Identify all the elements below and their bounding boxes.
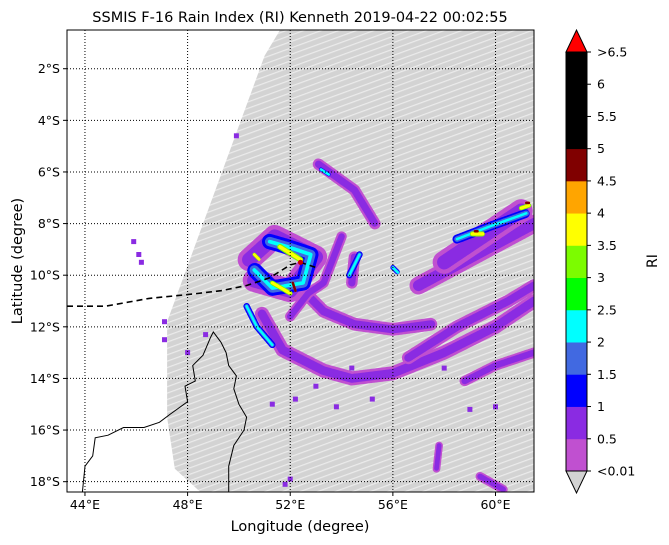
- colorbar-segment: [566, 116, 587, 150]
- rain-cell: [467, 406, 473, 412]
- x-axis-ticks: 44°E 48°E 52°E 56°E 60°E: [70, 492, 511, 512]
- rain-band: [287, 233, 345, 320]
- rain-band: [257, 296, 534, 383]
- colorbar-tick-label: 3.5: [597, 238, 617, 253]
- gridlines: [67, 30, 534, 492]
- x-tick-label: 48°E: [173, 497, 203, 512]
- storm-center-marker: [297, 259, 304, 265]
- colorbar-tick-label: 4: [597, 206, 605, 221]
- rain-cell: [292, 396, 298, 402]
- rain-band: [519, 204, 531, 210]
- colorbar-under-arrow: [565, 470, 588, 495]
- rain-cell: [269, 401, 275, 407]
- rain-cell: [313, 383, 319, 389]
- rain-cell: [282, 481, 288, 487]
- x-tick-label: 44°E: [70, 497, 100, 512]
- colorbar-segment: [566, 438, 587, 472]
- rain-cell: [493, 404, 498, 410]
- y-tick-label: 2°S: [38, 61, 60, 76]
- rain-cell: [138, 259, 144, 265]
- rain-cell: [441, 365, 447, 371]
- rain-band: [291, 278, 436, 334]
- axes-frame: [66, 29, 535, 493]
- y-tick-label: 18°S: [30, 474, 60, 489]
- colorbar-tick-label: 1: [597, 399, 605, 414]
- colorbar-segment: [566, 309, 587, 343]
- y-tick-label: 6°S: [38, 164, 60, 179]
- x-axis-label: Longitude (degree): [231, 519, 370, 535]
- colorbar-segment: [566, 406, 587, 440]
- colorbar-tick-label: <0.01: [597, 464, 635, 479]
- rain-cell: [333, 404, 339, 410]
- y-tick-label: 8°S: [38, 216, 60, 231]
- rain-cell: [136, 252, 142, 257]
- rain-band: [270, 281, 292, 295]
- colorbar-segment: [566, 180, 587, 214]
- colorbar-segment: [566, 277, 587, 311]
- colorbar-segment: [566, 374, 587, 407]
- rain-band: [253, 253, 261, 261]
- rain-band: [477, 473, 506, 492]
- rain-band: [348, 253, 361, 277]
- rain-band: [319, 168, 330, 176]
- colorbar: <0.01 0.5 1 1.5 2 2.5 3 3.5 4 4.5 5 5.5 6 >6.5: [565, 28, 635, 495]
- colorbar-over-arrow: [565, 28, 588, 53]
- colorbar-tick-label: 6: [597, 77, 605, 92]
- rain-cell: [131, 239, 137, 245]
- colorbar-tick-label: 2.5: [597, 302, 617, 317]
- colorbar-tick-label: 1.5: [597, 367, 617, 382]
- colorbar-tick-label: 0.5: [597, 431, 617, 446]
- colorbar-tick-label: 3: [597, 270, 605, 285]
- y-tick-label: 14°S: [30, 371, 60, 386]
- rain-band: [461, 349, 534, 385]
- rain-band: [252, 239, 313, 290]
- colorbar-segment: [566, 52, 587, 85]
- y-axis-label: Latitude (degree): [10, 198, 26, 324]
- rain-cell: [162, 337, 167, 343]
- colorbar-tick-label: 5.5: [597, 109, 617, 124]
- rain-band: [455, 212, 528, 241]
- chart-title: SSMIS F-16 Rain Index (RI) Kenneth 2019-…: [92, 10, 507, 26]
- colorbar-segment: [566, 148, 587, 182]
- rain-band: [314, 160, 379, 228]
- colorbar-frame: [565, 51, 588, 472]
- colorbar-top-label: >6.5: [597, 45, 627, 60]
- rain-cell: [203, 332, 209, 338]
- madagascar-coastline: [81, 331, 248, 492]
- rain-band: [434, 443, 442, 472]
- colorbar-segment: [566, 245, 587, 279]
- colorbar-tick-label: 2: [597, 335, 605, 350]
- y-axis-ticks: 2°S 4°S 6°S 8°S 10°S 12°S 14°S 16°S 18°S: [30, 61, 67, 489]
- x-tick-label: 56°E: [378, 497, 408, 512]
- x-tick-label: 60°E: [480, 497, 510, 512]
- y-tick-label: 12°S: [30, 319, 60, 334]
- y-tick-label: 10°S: [30, 268, 60, 283]
- x-tick-label: 52°E: [275, 497, 305, 512]
- rain-cell: [185, 350, 191, 356]
- rain-cell: [349, 365, 355, 371]
- rain-band: [291, 281, 297, 292]
- colorbar-tick-label: 4.5: [597, 173, 617, 188]
- rain-cell: [287, 476, 293, 482]
- rain-band: [391, 266, 400, 274]
- rain-cell: [162, 319, 167, 325]
- rain-band: [278, 245, 303, 262]
- rain-cell: [233, 133, 239, 139]
- y-tick-label: 4°S: [38, 113, 60, 128]
- map-area: [67, 30, 534, 492]
- rain-band: [404, 281, 534, 362]
- colorbar-tick-label: 5: [597, 141, 605, 156]
- colorbar-segment: [566, 213, 587, 246]
- storm-track: [67, 261, 317, 307]
- rain-layer: [131, 133, 534, 492]
- colorbar-segment: [566, 84, 587, 117]
- colorbar-label: RI: [645, 254, 661, 268]
- colorbar-segment: [566, 342, 587, 375]
- rain-cell: [369, 396, 375, 402]
- y-tick-label: 16°S: [30, 423, 60, 438]
